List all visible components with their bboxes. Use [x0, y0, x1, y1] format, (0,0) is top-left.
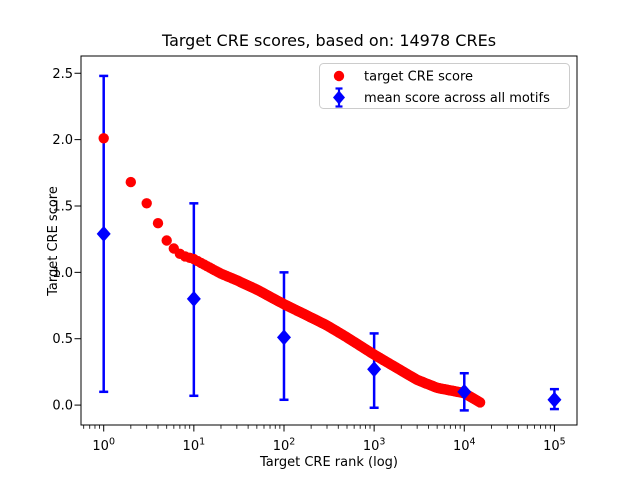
mean-score-diamond	[457, 383, 472, 400]
legend: target CRE score mean score across all m…	[319, 63, 570, 109]
y-tick-labels: 0.0 0.5 1.0 1.5 2.0 2.5	[52, 67, 73, 414]
x-tick-label: 100	[92, 437, 115, 455]
target-score-point	[98, 133, 109, 144]
y-tick-label: 0.0	[52, 399, 73, 414]
mean-score-diamond	[96, 225, 111, 242]
legend-mean-marker-icon	[333, 87, 345, 108]
y-tick-label: 0.5	[52, 332, 73, 347]
legend-label-target: target CRE score	[364, 70, 473, 85]
mean-score-diamonds	[96, 225, 562, 408]
x-tick-label: 101	[183, 437, 206, 455]
mean-score-diamond	[367, 361, 382, 378]
x-tick-label: 104	[453, 437, 476, 455]
x-tick-label: 103	[363, 437, 386, 455]
y-tick-label: 1.0	[52, 266, 73, 281]
y-tick-label: 2.0	[52, 133, 73, 148]
target-score-point	[161, 235, 172, 246]
legend-box	[319, 63, 570, 109]
x-minor-ticks	[83, 425, 551, 429]
x-tick-label: 105	[543, 437, 566, 455]
chart-title: Target CRE scores, based on: 14978 CREs	[161, 31, 496, 50]
target-score-point	[474, 397, 486, 408]
target-score-point	[125, 176, 136, 188]
legend-label-mean: mean score across all motifs	[364, 91, 550, 106]
y-tick-label: 1.5	[52, 199, 73, 214]
target-score-series	[98, 133, 486, 408]
plot-area	[81, 56, 577, 425]
x-axis-label: Target CRE rank (log)	[259, 455, 398, 470]
target-score-point	[141, 198, 152, 209]
y-tick-label: 2.5	[52, 67, 73, 82]
x-major-ticks	[103, 425, 555, 432]
mean-score-diamond	[186, 290, 201, 307]
y-axis-label: Target CRE score	[46, 186, 61, 297]
mean-score-diamond	[276, 329, 291, 346]
x-tick-labels: 100 101 102 103 104 105	[92, 437, 565, 455]
legend-target-marker-icon	[333, 70, 345, 82]
y-major-ticks	[74, 72, 81, 406]
x-tick-label: 102	[273, 437, 296, 455]
mean-score-diamond	[547, 391, 562, 408]
axes-frame	[80, 55, 578, 426]
target-score-point	[152, 218, 164, 229]
